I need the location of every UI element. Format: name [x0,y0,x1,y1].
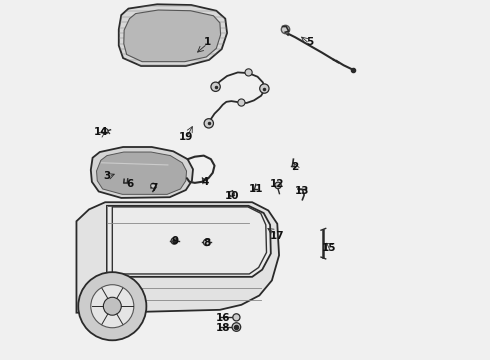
Text: 14: 14 [94,127,109,136]
Polygon shape [119,4,227,66]
Circle shape [91,285,134,328]
Polygon shape [107,206,271,277]
Circle shape [78,272,147,340]
Polygon shape [76,202,279,313]
Text: 6: 6 [126,179,134,189]
Circle shape [103,297,122,315]
Circle shape [275,182,281,189]
Text: 18: 18 [216,323,231,333]
Circle shape [102,129,108,134]
Circle shape [203,239,210,246]
Circle shape [211,82,220,91]
Text: 16: 16 [216,313,231,323]
Text: 11: 11 [248,184,263,194]
Text: 5: 5 [306,37,313,47]
Circle shape [260,84,269,93]
Text: 4: 4 [202,177,209,187]
Text: 2: 2 [292,162,299,172]
Text: 13: 13 [295,186,310,197]
Polygon shape [97,152,187,194]
Text: 10: 10 [225,191,240,201]
Circle shape [233,314,240,321]
Text: 12: 12 [270,179,285,189]
Text: 19: 19 [179,132,193,142]
Text: 8: 8 [204,238,211,248]
Text: 15: 15 [322,243,337,253]
Text: 3: 3 [103,171,111,181]
Text: 1: 1 [204,37,211,47]
Circle shape [232,323,241,331]
Text: 7: 7 [150,183,157,193]
Text: 17: 17 [270,231,285,240]
Text: 9: 9 [172,236,179,246]
Circle shape [229,191,234,196]
Circle shape [238,99,245,106]
Circle shape [245,69,252,76]
Polygon shape [91,147,193,198]
Circle shape [204,119,214,128]
Circle shape [151,183,156,188]
Polygon shape [124,10,220,62]
Circle shape [171,238,177,244]
